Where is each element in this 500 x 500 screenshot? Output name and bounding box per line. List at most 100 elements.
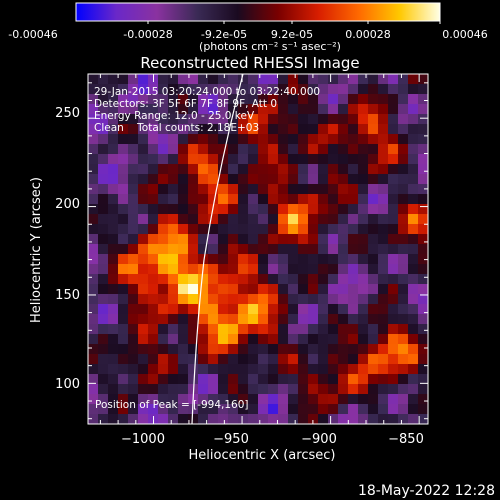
heatmap-cell xyxy=(388,284,399,295)
heatmap-cell xyxy=(328,134,339,145)
heatmap-cell xyxy=(88,134,99,145)
heatmap-cell xyxy=(268,194,279,205)
heatmap-cell xyxy=(228,184,239,195)
heatmap-cell xyxy=(168,94,179,105)
heatmap-cell xyxy=(378,364,389,375)
heatmap-cell xyxy=(238,74,249,85)
heatmap-cell xyxy=(378,84,389,95)
heatmap-cell xyxy=(218,324,229,335)
heatmap-cell xyxy=(98,354,109,365)
heatmap-cell xyxy=(168,134,179,145)
heatmap-cell xyxy=(278,394,289,405)
heatmap-cell xyxy=(348,194,359,205)
heatmap-cell xyxy=(348,104,359,115)
heatmap-cell xyxy=(108,324,119,335)
heatmap-cell xyxy=(148,174,159,185)
heatmap-cell xyxy=(208,214,219,225)
heatmap-cell xyxy=(148,264,159,275)
heatmap-cell xyxy=(98,204,109,215)
heatmap-cell xyxy=(328,74,339,85)
heatmap-cell xyxy=(148,224,159,235)
heatmap-cell xyxy=(248,94,259,105)
heatmap-cell xyxy=(158,324,169,335)
heatmap-cell xyxy=(148,284,159,295)
heatmap-cell xyxy=(368,274,379,285)
colorbar-tick-label: -9.2e-05 xyxy=(201,28,247,41)
heatmap-cell xyxy=(388,244,399,255)
heatmap-cell xyxy=(388,164,399,175)
heatmap-cell xyxy=(158,144,169,155)
heatmap-cell xyxy=(358,254,369,265)
heatmap-cell xyxy=(308,164,319,175)
heatmap-cell xyxy=(148,394,159,405)
heatmap-cell xyxy=(348,304,359,315)
heatmap-cell xyxy=(368,374,379,385)
heatmap-cell xyxy=(98,254,109,265)
heatmap-cell xyxy=(408,244,419,255)
heatmap-cell xyxy=(408,334,419,345)
heatmap-cell xyxy=(108,194,119,205)
heatmap-cell xyxy=(368,154,379,165)
heatmap-cell xyxy=(98,274,109,285)
heatmap-cell xyxy=(398,214,409,225)
heatmap-cell xyxy=(338,204,349,215)
heatmap-cell xyxy=(198,194,209,205)
heatmap-cell xyxy=(318,104,329,115)
heatmap-cell xyxy=(128,284,139,295)
heatmap-cell xyxy=(328,154,339,165)
heatmap-cell xyxy=(328,404,339,415)
heatmap-cell xyxy=(238,274,249,285)
heatmap-cell xyxy=(258,184,269,195)
heatmap-cell xyxy=(378,344,389,355)
heatmap-cell xyxy=(268,314,279,325)
heatmap-cell xyxy=(268,384,279,395)
heatmap-cell xyxy=(258,304,269,315)
heatmap-cell xyxy=(258,134,269,145)
heatmap-cell xyxy=(368,224,379,235)
heatmap-cell xyxy=(318,124,329,135)
x-axis-label: Heliocentric X (arcsec) xyxy=(189,448,336,463)
heatmap-cell xyxy=(378,254,389,265)
heatmap-cell xyxy=(418,304,428,315)
heatmap-cell xyxy=(238,344,249,355)
heatmap-cell xyxy=(418,274,428,285)
heatmap-cell xyxy=(288,204,299,215)
x-tick-label: −1000 xyxy=(121,432,165,447)
heatmap-cell xyxy=(398,414,409,424)
heatmap-cell xyxy=(108,334,119,345)
heatmap-cell xyxy=(138,94,149,105)
heatmap-cell xyxy=(218,264,229,275)
heatmap-cell xyxy=(188,144,199,155)
heatmap-cell xyxy=(268,284,279,295)
heatmap-cell xyxy=(138,184,149,195)
heatmap-cell xyxy=(208,344,219,355)
heatmap-cell xyxy=(178,294,189,305)
heatmap-cell xyxy=(138,354,149,365)
heatmap-cell xyxy=(138,314,149,325)
heatmap-cell xyxy=(278,214,289,225)
heatmap-cell xyxy=(218,374,229,385)
heatmap-cell xyxy=(298,124,309,135)
heatmap-cell xyxy=(218,284,229,295)
heatmap-cell xyxy=(308,344,319,355)
heatmap-cell xyxy=(88,224,99,235)
heatmap-cell xyxy=(248,144,259,155)
heatmap-cell xyxy=(178,104,189,115)
heatmap-cell xyxy=(98,264,109,275)
heatmap-cell xyxy=(208,304,219,315)
heatmap-cell xyxy=(168,384,179,395)
heatmap-cell xyxy=(318,364,329,375)
heatmap-cell xyxy=(98,144,109,155)
heatmap-cell xyxy=(348,144,359,155)
heatmap-cell xyxy=(108,174,119,185)
heatmap-cell xyxy=(98,224,109,235)
heatmap-cell xyxy=(148,84,159,95)
heatmap-cell xyxy=(198,384,209,395)
heatmap-cell xyxy=(338,114,349,125)
heatmap-cell xyxy=(278,254,289,265)
heatmap-cell xyxy=(388,114,399,125)
heatmap-cell xyxy=(158,164,169,175)
heatmap-cell xyxy=(268,294,279,305)
heatmap-cell xyxy=(178,84,189,95)
heatmap-cell xyxy=(278,384,289,395)
